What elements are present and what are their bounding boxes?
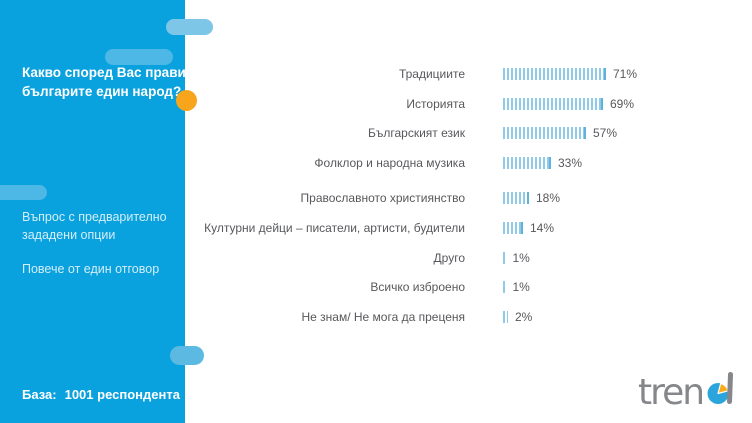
bar: [503, 192, 529, 205]
value-label: 71%: [613, 66, 638, 81]
bar-chart: Традициите 71% Историята 69% Българският ези…: [185, 59, 637, 332]
sample-base-label: База:: [22, 387, 57, 402]
page-title-line2: българите един народ?: [22, 84, 182, 99]
accent-dot: [176, 90, 197, 111]
category-label: Не знам/ Не мога да преценя: [301, 310, 465, 325]
chart-row: Не знам/ Не мога да преценя 2%: [185, 302, 637, 332]
value-label: 1%: [512, 250, 530, 265]
bar: [503, 281, 506, 294]
decorative-pill-left: [0, 185, 47, 200]
decorative-pill-top: [166, 19, 213, 35]
sample-base-note: База: 1001 респондента: [22, 387, 180, 402]
category-label: Историята: [406, 96, 465, 111]
bar: [503, 157, 551, 170]
chart-row: Културни дейци – писатели, артисти, буди…: [185, 213, 637, 243]
category-label: Фолклор и народна музика: [314, 156, 465, 171]
chart-row: Православното християнство 18%: [185, 183, 637, 213]
value-label: 1%: [512, 280, 530, 295]
category-label: Традициите: [398, 66, 465, 81]
bar: [503, 97, 603, 110]
chart-row: Българският език 57%: [185, 119, 637, 149]
decorative-pill-bottom: [170, 346, 204, 365]
bar: [503, 67, 606, 80]
sidebar: Какво според Вас прави българите един на…: [0, 0, 186, 423]
chart-row: Традициите 71%: [185, 59, 637, 89]
value-label: 18%: [536, 191, 561, 206]
page-title: Какво според Вас прави българите един на…: [22, 63, 186, 101]
logo-d-stem: [727, 372, 733, 404]
bar: [503, 127, 586, 140]
category-label: Друго: [433, 250, 465, 265]
chart-row: Историята 69%: [185, 89, 637, 119]
chart-row: Всичко изброено 1%: [185, 273, 637, 303]
value-label: 57%: [593, 126, 618, 141]
value-label: 2%: [515, 310, 533, 325]
bar: [503, 311, 508, 324]
value-label: 14%: [530, 220, 555, 235]
logo-letter-d: [707, 372, 733, 404]
bar: [503, 251, 506, 264]
question-method-note: Въпрос с предварително зададени опции: [22, 210, 167, 242]
chart-row: Друго 1%: [185, 243, 637, 273]
trend-logo: tren: [638, 372, 733, 413]
logo-wordmark-text: tren: [638, 372, 703, 413]
category-label: Всичко изброено: [370, 280, 465, 295]
value-label: 69%: [610, 96, 635, 111]
chart-row: Фолклор и народна музика 33%: [185, 148, 637, 178]
category-label: Българският език: [368, 126, 465, 141]
category-label: Православното християнство: [300, 191, 465, 206]
multiple-answer-note: Повече от един отговор: [22, 262, 160, 276]
decorative-pill-inner: [105, 49, 173, 65]
sample-base-value: 1001 респондента: [64, 387, 180, 402]
bar: [503, 221, 523, 234]
category-label: Културни дейци – писатели, артисти, буди…: [204, 220, 465, 235]
page-title-line1: Какво според Вас прави: [22, 65, 186, 80]
value-label: 33%: [558, 156, 583, 171]
